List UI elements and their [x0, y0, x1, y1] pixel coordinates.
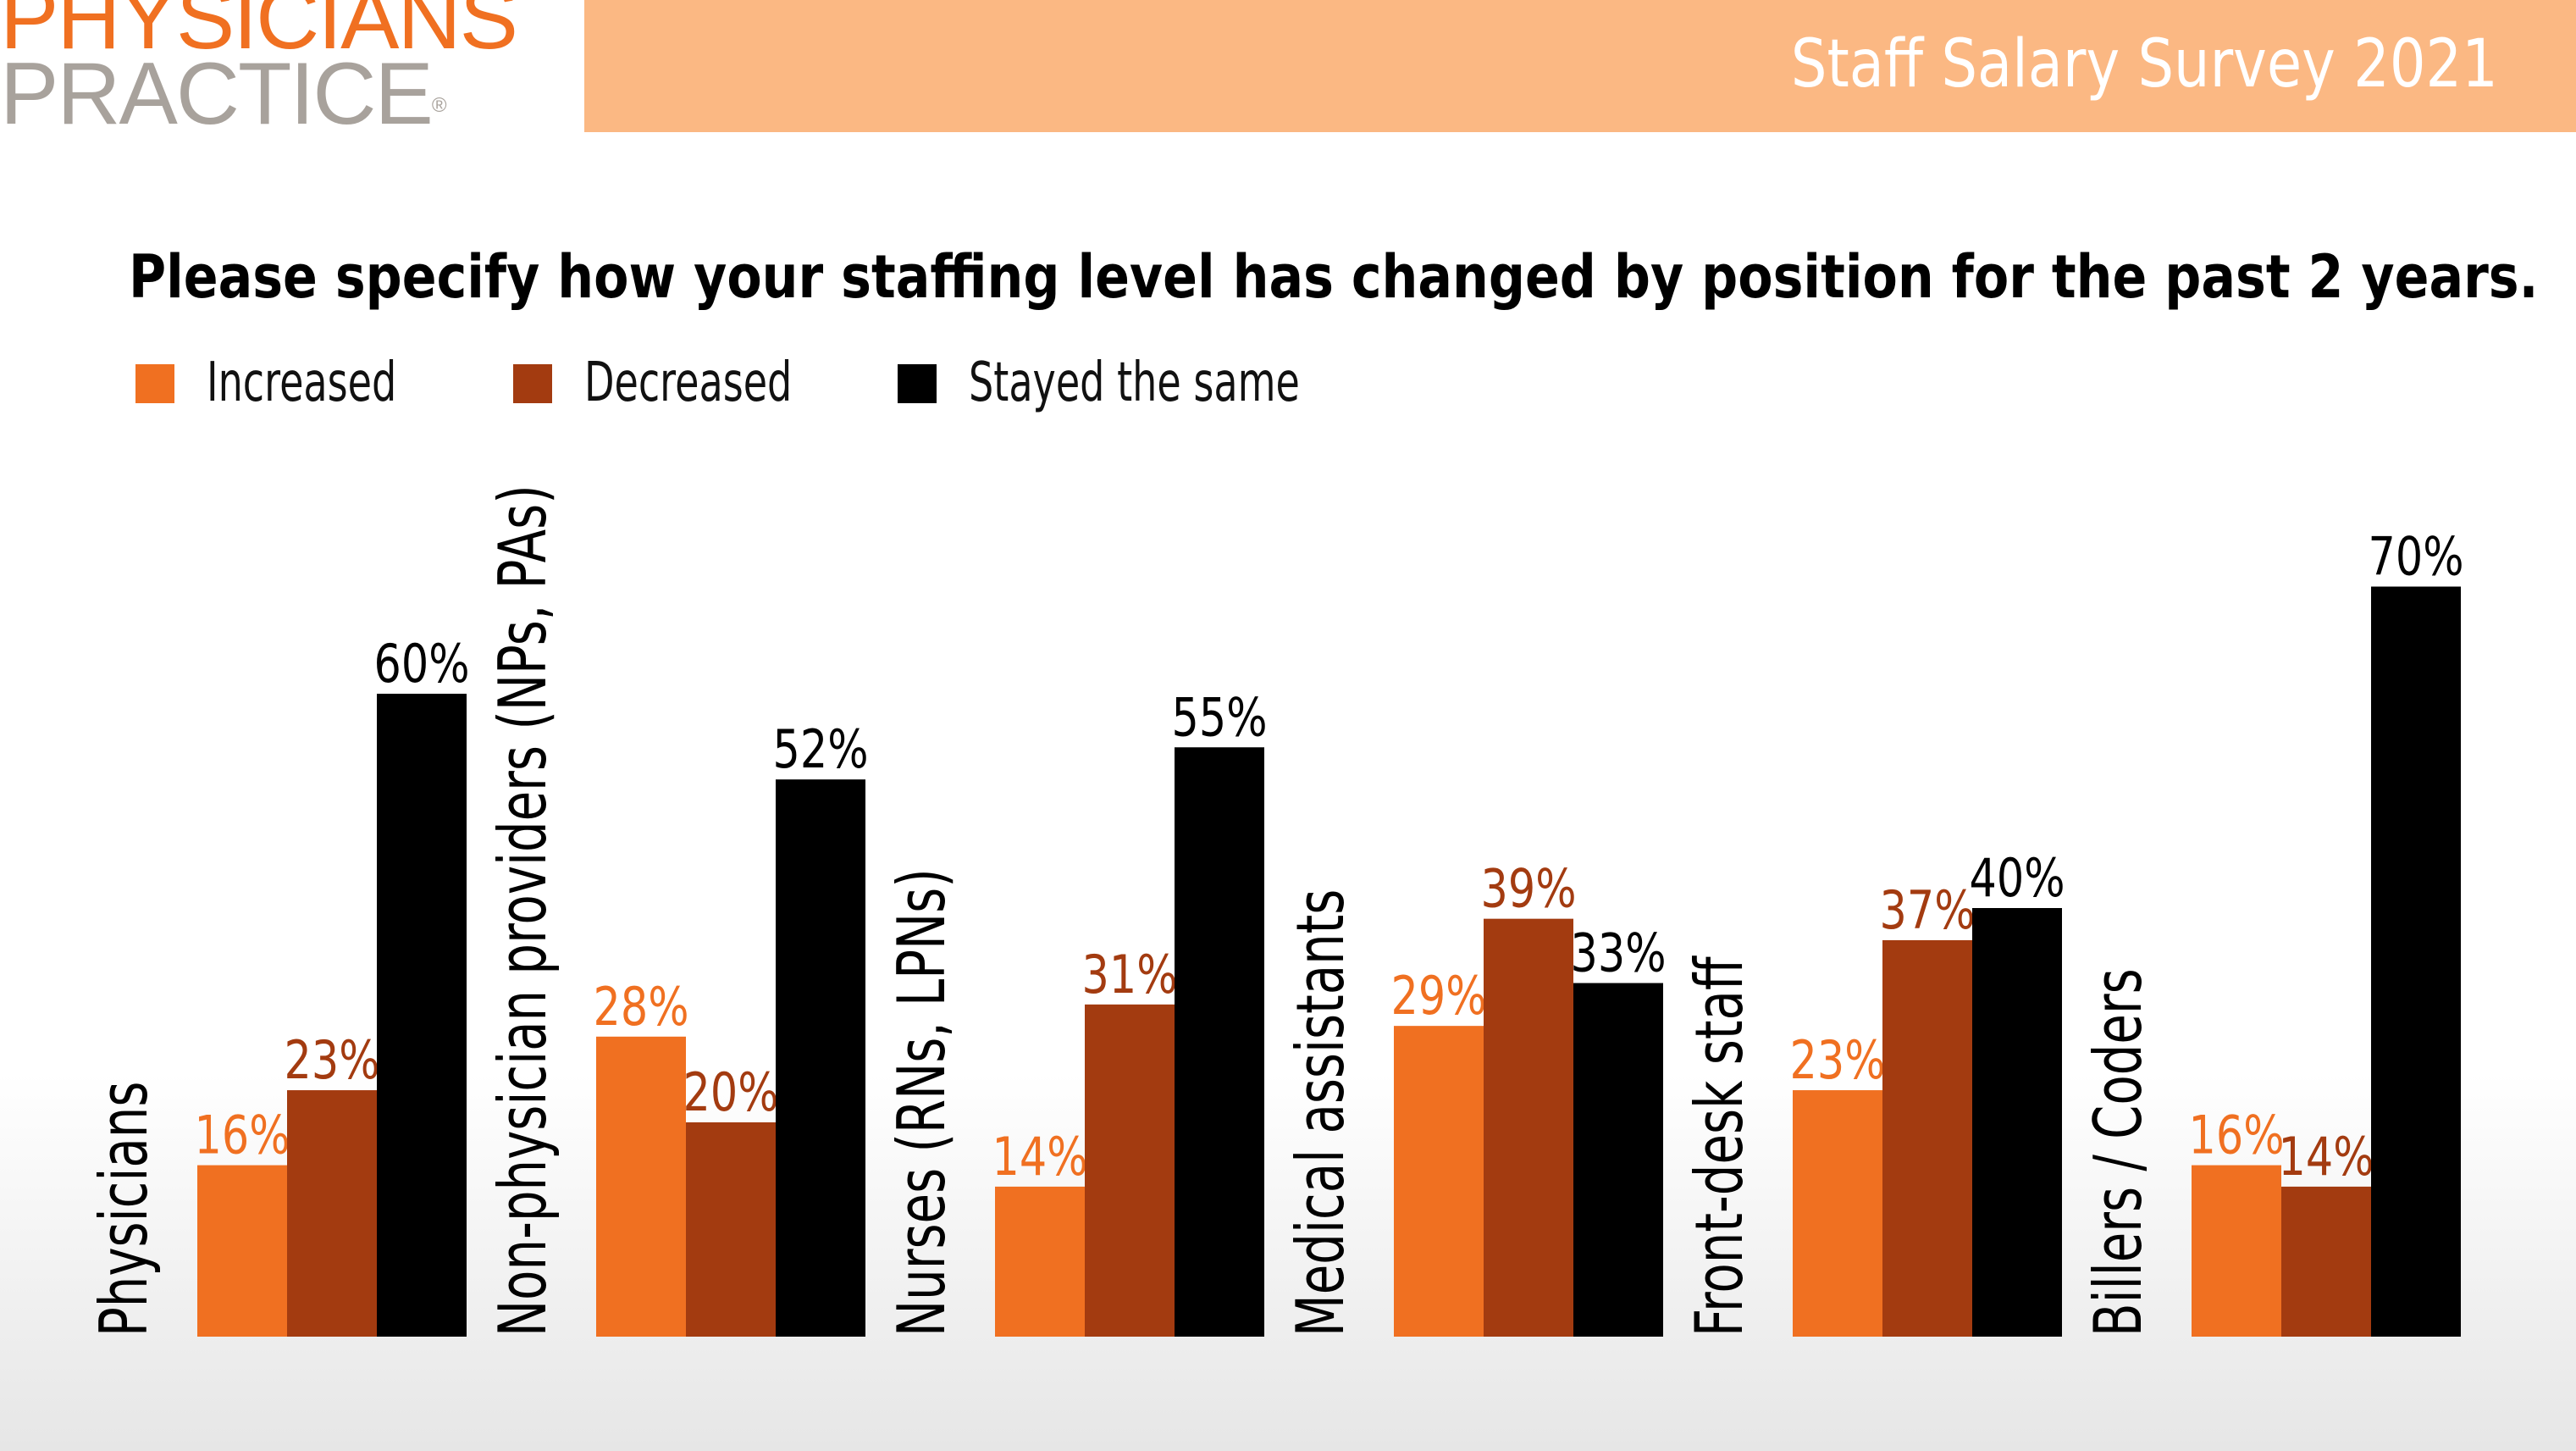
bar-medical-assistants-increased	[1394, 1026, 1484, 1337]
survey-title: Staff Salary Survey 2021	[1791, 26, 2498, 102]
brand-logo: PHYSICIANS PRACTICE®	[0, 0, 559, 138]
bar-physicians-increased	[197, 1165, 287, 1337]
value-label-non-physician-providers-nps-pas-increased: 28%	[594, 977, 689, 1038]
bar-nurses-rns-lpns-decreased	[1085, 1004, 1175, 1337]
value-label-nurses-rns-lpns-stayed-the-same: 55%	[1172, 687, 1268, 748]
chart-legend: Increased Decreased Stayed the same	[135, 349, 1490, 417]
bar-front-desk-staff-stayed-the-same	[1972, 908, 2062, 1337]
bar-non-physician-providers-nps-pas-decreased	[686, 1122, 776, 1337]
bar-physicians-decreased	[287, 1090, 377, 1337]
value-label-nurses-rns-lpns-decreased: 31%	[1082, 944, 1178, 1005]
value-label-medical-assistants-decreased: 39%	[1481, 859, 1577, 920]
legend-swatch-stayed-the-same	[898, 364, 937, 403]
legend-swatch-decreased	[513, 364, 552, 403]
bar-billers-coders-stayed-the-same	[2371, 586, 2461, 1337]
chart-title: Please specify how your staffing level h…	[129, 242, 2539, 312]
category-label-physicians: Physicians	[86, 1082, 163, 1337]
legend-swatch-increased	[135, 364, 174, 403]
value-label-front-desk-staff-decreased: 37%	[1880, 880, 1976, 941]
bar-medical-assistants-decreased	[1484, 918, 1573, 1337]
value-label-medical-assistants-stayed-the-same: 33%	[1571, 923, 1667, 984]
category-label-nurses-rns-lpns: Nurses (RNs, LPNs)	[883, 868, 960, 1337]
legend-label-decreased: Decreased	[584, 352, 793, 414]
value-label-billers-coders-stayed-the-same: 70%	[2369, 527, 2464, 588]
value-label-physicians-decreased: 23%	[285, 1030, 380, 1091]
brand-line-2: PRACTICE®	[0, 50, 559, 138]
header-banner: Staff Salary Survey 2021	[584, 0, 2576, 132]
value-label-billers-coders-increased: 16%	[2189, 1105, 2285, 1166]
bar-front-desk-staff-increased	[1793, 1090, 1882, 1337]
bar-billers-coders-increased	[2192, 1165, 2281, 1337]
category-label-front-desk-staff: Front-desk staff	[1681, 955, 1758, 1337]
bar-front-desk-staff-decreased	[1882, 939, 1972, 1337]
value-label-medical-assistants-increased: 29%	[1391, 966, 1487, 1027]
bar-nurses-rns-lpns-increased	[995, 1186, 1085, 1337]
registered-mark: ®	[431, 94, 447, 117]
category-label-non-physician-providers-nps-pas: Non-physician providers (NPs, PAs)	[484, 485, 561, 1337]
legend-label-increased: Increased	[207, 352, 397, 414]
bar-non-physician-providers-nps-pas-stayed-the-same	[776, 779, 865, 1337]
bar-nurses-rns-lpns-stayed-the-same	[1175, 747, 1264, 1337]
category-label-billers-coders: Billers / Coders	[2080, 968, 2157, 1337]
value-label-billers-coders-decreased: 14%	[2279, 1127, 2374, 1188]
value-label-non-physician-providers-nps-pas-decreased: 20%	[683, 1062, 779, 1123]
value-label-physicians-stayed-the-same: 60%	[374, 634, 470, 695]
value-label-nurses-rns-lpns-increased: 14%	[992, 1127, 1088, 1188]
value-label-physicians-increased: 16%	[195, 1105, 290, 1166]
bar-non-physician-providers-nps-pas-increased	[596, 1036, 686, 1337]
value-label-front-desk-staff-stayed-the-same: 40%	[1970, 848, 2065, 909]
brand-line-2-text: PRACTICE	[0, 45, 434, 143]
brand-line-1: PHYSICIANS	[0, 0, 518, 68]
bar-medical-assistants-stayed-the-same	[1573, 983, 1663, 1337]
value-label-front-desk-staff-increased: 23%	[1790, 1030, 1886, 1091]
category-label-medical-assistants: Medical assistants	[1282, 889, 1359, 1337]
bar-physicians-stayed-the-same	[377, 694, 467, 1337]
legend-label-stayed-the-same: Stayed the same	[969, 352, 1300, 414]
value-label-non-physician-providers-nps-pas-stayed-the-same: 52%	[773, 719, 869, 780]
bar-billers-coders-decreased	[2281, 1186, 2371, 1337]
